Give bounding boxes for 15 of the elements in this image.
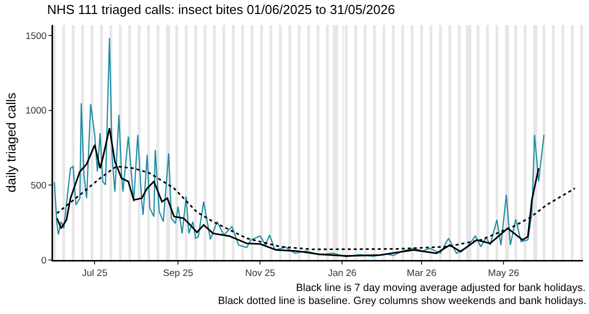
text: Black dotted line is baseline. Grey columns show weekends and bank holidays. [218,295,586,307]
y-tick-label: 1500 [25,30,47,42]
line-series [54,37,545,258]
x-tick-label: Nov 25 [245,268,276,279]
y-tick-label: 500 [30,180,47,192]
chart-title: NHS 111 triaged calls: insect bites 01/06/2025 to 31/05/2026 [47,2,395,17]
x-tick-label: Sep 25 [163,268,194,279]
y-axis-title: daily triaged calls [4,92,19,192]
x-tick-label: May 26 [488,268,520,279]
y-tick-label: 1000 [25,106,47,117]
x-tick-label: Jul 25 [82,268,108,279]
x-tick-label: Mar 26 [406,268,436,279]
y-tick-label: 0 [41,255,47,266]
x-tick-label: Jan 26 [328,268,356,279]
text: Black line is 7 day moving average adjusted for bank holidays. [296,282,586,294]
